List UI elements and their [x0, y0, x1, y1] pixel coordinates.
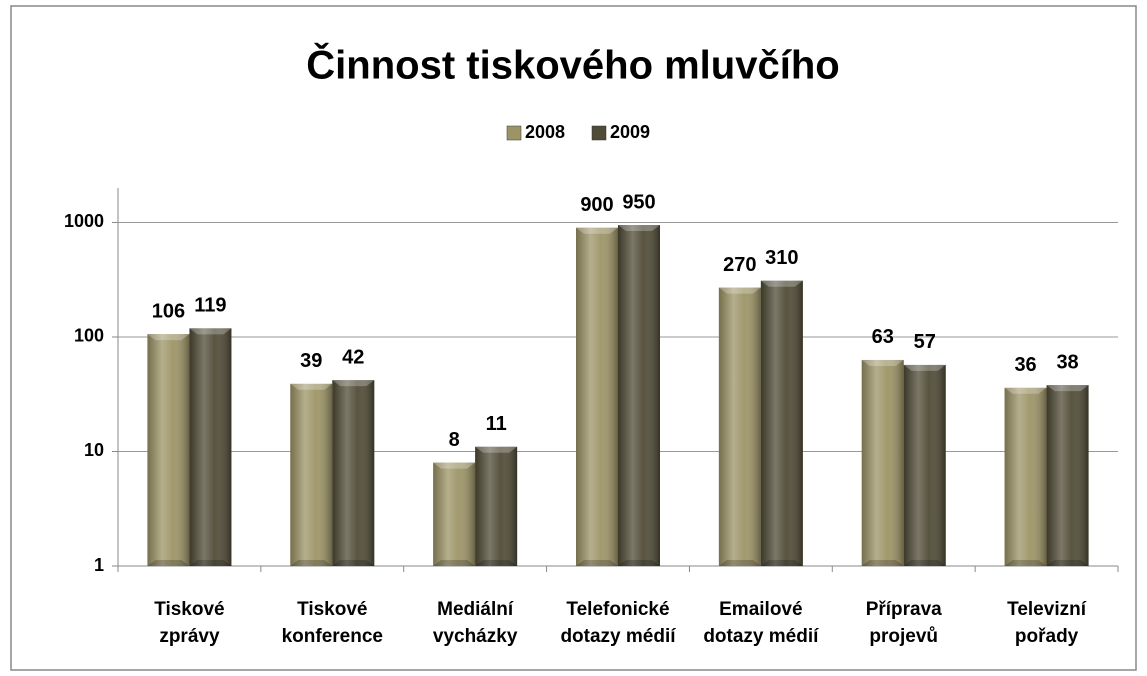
- bar-bevel: [290, 560, 333, 566]
- bar-shine: [290, 383, 333, 566]
- bar-bevel: [475, 560, 518, 566]
- bar-bevel: [718, 560, 761, 566]
- x-tick-label: Emailové: [719, 599, 802, 620]
- data-label: 270: [723, 254, 756, 276]
- bar-bevel: [618, 225, 660, 232]
- bar-shine: [475, 446, 518, 566]
- bar-bevel: [433, 560, 476, 566]
- data-label: 900: [580, 194, 613, 216]
- bar-bevel: [903, 560, 946, 566]
- x-tick-label: Tiskové: [154, 599, 224, 620]
- bar-bevel: [718, 287, 761, 294]
- bar-bevel: [189, 560, 232, 566]
- bar-bevel: [475, 446, 518, 453]
- bar-bevel: [147, 334, 190, 341]
- y-tick-label: 1: [94, 555, 104, 575]
- x-tick-label: pořady: [1015, 626, 1079, 647]
- bar-bevel: [1046, 385, 1089, 392]
- bar-bevel: [189, 328, 232, 335]
- bar-bevel: [861, 560, 904, 566]
- x-tick-label: vycházky: [433, 626, 518, 647]
- bar-bevel: [1046, 560, 1089, 566]
- chart-title: Činnost tiskového mluvčího: [306, 42, 839, 88]
- data-label: 8: [449, 429, 460, 451]
- x-tick-label: Telefonické: [566, 599, 669, 620]
- bar-shine: [332, 380, 375, 566]
- legend-swatch: [506, 125, 522, 141]
- bar-bevel: [147, 560, 190, 566]
- x-tick-label: dotazy médií: [560, 626, 676, 647]
- legend-label: 2008: [525, 122, 565, 142]
- data-label: 950: [622, 191, 655, 213]
- bar-bevel: [760, 280, 803, 287]
- bar-shine: [861, 359, 904, 566]
- y-tick-label: 10: [84, 440, 104, 460]
- bar-bevel: [332, 560, 375, 566]
- bar-shine: [1046, 385, 1089, 566]
- data-label: 42: [342, 346, 364, 368]
- data-label: 63: [872, 326, 894, 348]
- bar-bevel: [903, 364, 946, 371]
- bar-shine: [760, 280, 803, 566]
- legend-label: 2009: [610, 122, 650, 142]
- bar-bevel: [618, 560, 660, 566]
- bar-shine: [147, 334, 190, 566]
- y-tick-label: 1000: [64, 211, 104, 231]
- bar-bevel: [332, 380, 375, 387]
- data-label: 39: [300, 350, 322, 372]
- legend-swatch: [591, 125, 607, 141]
- bar-bevel: [433, 462, 476, 469]
- x-tick-label: Televizní: [1007, 599, 1087, 620]
- bar-shine: [1004, 387, 1047, 566]
- x-tick-label: Tiskové: [297, 599, 367, 620]
- x-tick-label: konference: [282, 626, 383, 647]
- x-tick-label: zprávy: [159, 626, 220, 647]
- bar-bevel: [1004, 387, 1047, 394]
- data-label: 38: [1056, 351, 1078, 373]
- data-label: 106: [152, 300, 185, 322]
- bar-bevel: [760, 560, 803, 566]
- bar-bevel: [290, 383, 333, 390]
- bar-bevel: [861, 359, 904, 366]
- x-tick-label: Příprava: [866, 599, 942, 620]
- y-tick-label: 100: [74, 326, 104, 346]
- x-tick-label: dotazy médií: [703, 626, 819, 647]
- bar-bevel: [576, 227, 618, 234]
- bar-shine: [433, 462, 476, 566]
- data-label: 57: [914, 331, 936, 353]
- x-tick-label: projevů: [869, 626, 938, 647]
- bar-shine: [618, 225, 660, 566]
- bar-bevel: [576, 560, 618, 566]
- x-tick-label: Mediální: [437, 599, 514, 620]
- data-label: 310: [765, 247, 798, 269]
- bar-shine: [903, 364, 946, 566]
- bar-shine: [189, 328, 232, 566]
- data-label: 36: [1014, 354, 1036, 376]
- bar-shine: [718, 287, 761, 566]
- data-label: 11: [486, 413, 507, 435]
- bar-shine: [576, 227, 618, 566]
- bar-bevel: [1004, 560, 1047, 566]
- data-label: 119: [194, 295, 226, 317]
